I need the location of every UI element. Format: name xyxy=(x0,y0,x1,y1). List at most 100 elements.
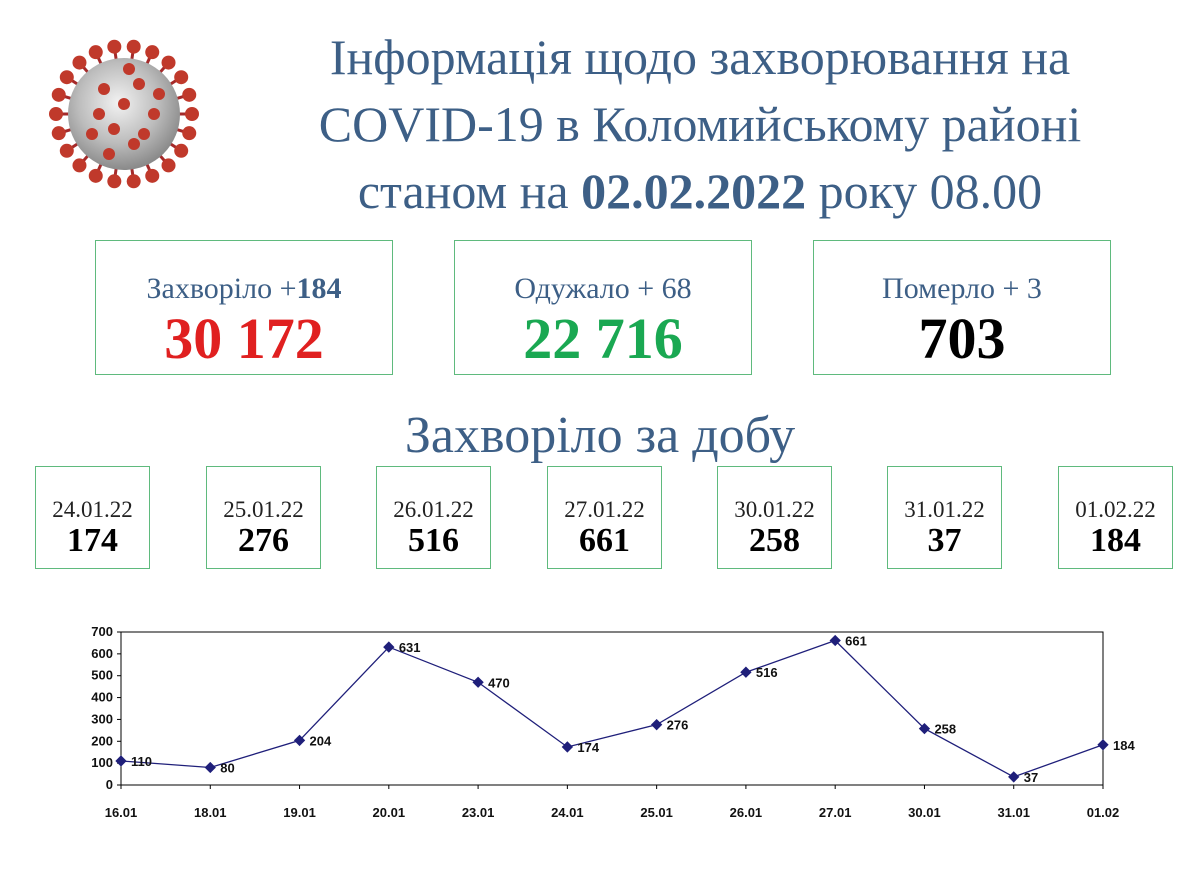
daily-card: 26.01.22 516 xyxy=(376,466,491,569)
data-label: 174 xyxy=(577,740,599,755)
title-line-1: Інформація щодо захворювання на xyxy=(329,29,1071,85)
data-label: 631 xyxy=(399,640,421,655)
y-tick-label: 700 xyxy=(91,624,113,639)
spike-head xyxy=(145,168,160,183)
spike-head xyxy=(59,143,74,158)
daily-card: 24.01.22 174 xyxy=(35,466,150,569)
spike-head xyxy=(51,126,66,141)
spike-head xyxy=(107,39,122,54)
surface-spike xyxy=(148,108,160,120)
data-label: 184 xyxy=(1113,738,1135,753)
x-tick-label: 19.01 xyxy=(283,805,316,820)
data-point xyxy=(740,666,752,678)
data-point xyxy=(293,734,306,747)
infected-total: 30 172 xyxy=(164,306,324,371)
title-line-3: станом на 02.02.2022 року 08.00 xyxy=(200,158,1200,225)
surface-spike xyxy=(108,123,120,135)
x-tick-label: 18.01 xyxy=(194,805,227,820)
y-tick-label: 0 xyxy=(106,777,113,792)
data-label: 204 xyxy=(310,733,332,748)
y-tick-label: 500 xyxy=(91,668,113,683)
surface-spike xyxy=(118,98,130,110)
infected-delta: 184 xyxy=(296,272,342,305)
surface-spike xyxy=(138,128,150,140)
recovered-label: Одужало + 68 xyxy=(514,272,692,305)
spike-head xyxy=(72,55,87,70)
daily-value: 184 xyxy=(1090,522,1141,559)
daily-date: 27.01.22 xyxy=(564,497,645,522)
data-point xyxy=(204,761,216,774)
spike-head xyxy=(59,70,74,85)
daily-value: 276 xyxy=(238,522,289,559)
daily-card: 27.01.22 661 xyxy=(547,466,662,569)
data-label: 258 xyxy=(934,722,956,737)
spike-head xyxy=(185,107,199,121)
x-tick-label: 23.01 xyxy=(462,805,495,820)
surface-spike xyxy=(103,148,115,160)
x-tick-label: 16.01 xyxy=(105,805,138,820)
data-label: 661 xyxy=(845,634,867,649)
deaths-total: 703 xyxy=(918,306,1006,371)
daily-date: 25.01.22 xyxy=(223,497,304,522)
spike-head xyxy=(49,107,63,121)
x-tick-label: 30.01 xyxy=(908,805,941,820)
spike-head xyxy=(126,39,141,54)
surface-spike xyxy=(133,78,145,90)
y-tick-label: 100 xyxy=(91,755,113,770)
spike-head xyxy=(161,55,176,70)
daily-date: 26.01.22 xyxy=(393,497,474,522)
daily-card: 31.01.22 37 xyxy=(887,466,1002,569)
spike-head xyxy=(88,45,103,60)
spike-head xyxy=(126,174,141,189)
y-tick-label: 400 xyxy=(91,690,113,705)
spike-head xyxy=(51,87,66,102)
spike-head xyxy=(88,168,103,183)
daily-value: 258 xyxy=(749,522,800,559)
recovered-card: Одужало + 68 22 716 xyxy=(454,240,752,375)
data-point xyxy=(561,741,574,753)
daily-value: 37 xyxy=(927,522,962,559)
coronavirus-icon xyxy=(49,39,199,189)
spike-head xyxy=(145,45,160,60)
data-point xyxy=(650,719,663,731)
spike-head xyxy=(107,174,122,189)
spike-head xyxy=(182,87,197,102)
deaths-card: Померло + 3 703 xyxy=(813,240,1111,375)
x-tick-label: 24.01 xyxy=(551,805,584,820)
surface-spike xyxy=(123,63,135,75)
page-title: Інформація щодо захворювання на COVID-19… xyxy=(200,24,1200,225)
surface-spike xyxy=(93,108,105,120)
title-prefix: станом на xyxy=(357,163,582,219)
x-tick-label: 01.02 xyxy=(1087,805,1120,820)
daily-value: 661 xyxy=(579,522,630,559)
daily-cases-line-chart: 0 100 200 300 400 500 600 700 16.01 18.01 19.01 20.… xyxy=(91,624,1135,820)
daily-date: 30.01.22 xyxy=(734,497,815,522)
daily-date: 24.01.22 xyxy=(52,497,133,522)
x-tick-label: 27.01 xyxy=(819,805,852,820)
daily-card: 30.01.22 258 xyxy=(717,466,832,569)
surface-spike xyxy=(98,83,110,95)
x-tick-label: 25.01 xyxy=(640,805,673,820)
surface-spike xyxy=(86,128,98,140)
recovered-total: 22 716 xyxy=(523,306,683,371)
infected-label-text: Захворіло + xyxy=(146,272,297,305)
daily-card: 01.02.22 184 xyxy=(1058,466,1173,569)
y-tick-label: 300 xyxy=(91,711,113,726)
data-label: 470 xyxy=(488,675,510,690)
data-label: 276 xyxy=(667,718,689,733)
spike-head xyxy=(174,143,189,158)
surface-spike xyxy=(153,88,165,100)
title-date: 02.02.2022 xyxy=(581,163,807,219)
spike-head xyxy=(72,158,87,173)
y-tick-label: 600 xyxy=(91,646,113,661)
plot-area xyxy=(120,631,1104,786)
daily-date: 01.02.22 xyxy=(1075,497,1156,522)
daily-date: 31.01.22 xyxy=(904,497,985,522)
data-point xyxy=(1097,739,1109,751)
data-label: 516 xyxy=(756,665,778,680)
title-line-2: COVID-19 в Коломийському районі xyxy=(318,96,1082,152)
data-point xyxy=(1008,771,1020,783)
deaths-label: Померло + 3 xyxy=(882,272,1042,305)
x-tick-label: 26.01 xyxy=(730,805,763,820)
x-tick-label: 31.01 xyxy=(997,805,1030,820)
